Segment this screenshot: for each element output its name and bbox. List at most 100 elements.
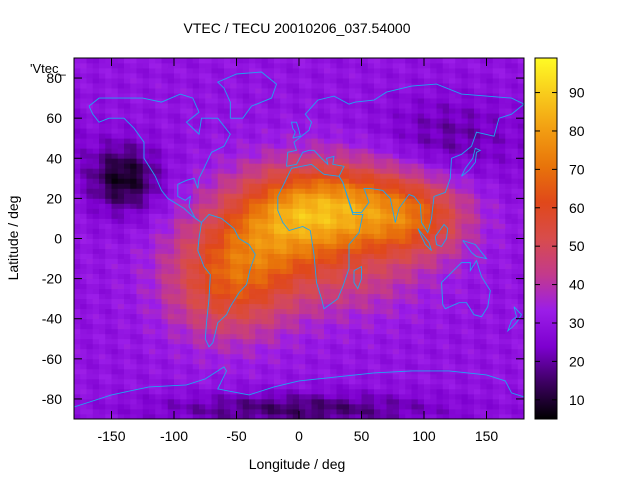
heat-cell	[211, 98, 219, 104]
heat-cell	[380, 323, 387, 330]
heat-cell	[124, 363, 131, 370]
heat-cell	[399, 298, 406, 305]
heat-cell	[174, 408, 181, 415]
heat-cell	[80, 83, 87, 89]
heat-cell	[267, 378, 275, 385]
heat-cell	[342, 303, 350, 310]
heat-cell	[149, 218, 156, 224]
heat-cell	[199, 378, 206, 385]
heat-cell	[330, 168, 337, 174]
heat-cell	[324, 103, 331, 109]
heat-cell	[249, 333, 256, 340]
heat-cell	[492, 278, 500, 285]
heat-cell	[142, 403, 150, 410]
heat-cell	[74, 278, 81, 285]
heat-cell	[230, 288, 237, 295]
heat-cell	[499, 333, 506, 340]
heat-cell	[249, 168, 256, 174]
heat-cell	[424, 173, 431, 179]
heat-cell	[80, 173, 87, 179]
heat-cell	[286, 278, 294, 285]
heat-cell	[249, 363, 256, 370]
heat-cell	[149, 98, 156, 104]
heat-cell	[480, 218, 487, 224]
heat-cell	[205, 153, 212, 159]
heat-cell	[486, 88, 494, 94]
heat-cell	[199, 108, 206, 114]
heat-cell	[74, 353, 81, 360]
heat-cell	[311, 228, 319, 234]
heat-cell	[342, 268, 350, 274]
heat-cell	[74, 328, 81, 335]
heat-cell	[474, 178, 481, 184]
heat-cell	[230, 88, 237, 94]
heat-cell	[411, 353, 419, 360]
heat-cell	[92, 188, 100, 194]
heat-cell	[305, 278, 312, 285]
heat-cell	[111, 303, 119, 310]
heat-cell	[336, 153, 344, 159]
heat-cell	[155, 138, 162, 144]
heat-cell	[492, 63, 500, 69]
heat-cell	[442, 288, 450, 295]
heat-cell	[299, 383, 306, 390]
heat-cell	[274, 193, 281, 199]
heat-cell	[224, 313, 231, 320]
heat-cell	[167, 383, 175, 390]
heat-cell	[286, 298, 294, 305]
heat-cell	[361, 353, 369, 360]
heat-cell	[355, 268, 362, 274]
heat-cell	[474, 113, 481, 119]
heat-cell	[280, 103, 287, 109]
heat-cell	[349, 163, 356, 169]
heat-cell	[211, 93, 219, 99]
heat-cell	[442, 248, 450, 254]
heat-cell	[455, 358, 462, 365]
heat-cell	[211, 268, 219, 274]
heat-cell	[492, 183, 500, 189]
heat-cell	[111, 68, 119, 74]
heat-cell	[149, 343, 156, 350]
heat-cell	[186, 288, 194, 295]
heat-cell	[505, 368, 512, 375]
heat-cell	[311, 363, 319, 370]
heat-cell	[442, 318, 450, 325]
heat-cell	[330, 268, 337, 274]
heat-cell	[474, 343, 481, 350]
heat-cell	[430, 383, 437, 390]
heat-cell	[130, 143, 137, 149]
heat-cell	[380, 203, 387, 209]
heat-cell	[130, 228, 137, 234]
heat-cell	[417, 248, 425, 254]
heat-cell	[267, 373, 275, 380]
heat-cell	[349, 403, 356, 410]
heat-cell	[92, 318, 100, 325]
heat-cell	[380, 338, 387, 345]
heat-cell	[349, 413, 356, 420]
heat-cell	[292, 208, 300, 214]
heat-cell	[474, 143, 481, 149]
heat-cell	[161, 373, 169, 380]
heat-cell	[255, 413, 262, 420]
heat-cell	[367, 308, 375, 315]
heat-cell	[92, 383, 100, 390]
heat-cell	[299, 123, 306, 129]
heat-cell	[305, 378, 312, 385]
heat-cell	[311, 143, 319, 149]
heat-cell	[480, 248, 487, 254]
heat-cell	[430, 58, 437, 64]
heat-cell	[186, 343, 194, 350]
heat-cell	[180, 308, 187, 315]
heat-cell	[230, 128, 237, 134]
heat-cell	[467, 408, 475, 415]
heat-cell	[424, 118, 431, 124]
heat-cell	[149, 398, 156, 405]
heat-cell	[499, 353, 506, 360]
heat-cell	[286, 363, 294, 370]
heat-cell	[480, 293, 487, 300]
heat-cell	[86, 243, 94, 249]
heat-cell	[492, 88, 500, 94]
heat-cell	[130, 373, 137, 380]
heat-cell	[361, 283, 369, 290]
heat-cell	[86, 213, 94, 219]
